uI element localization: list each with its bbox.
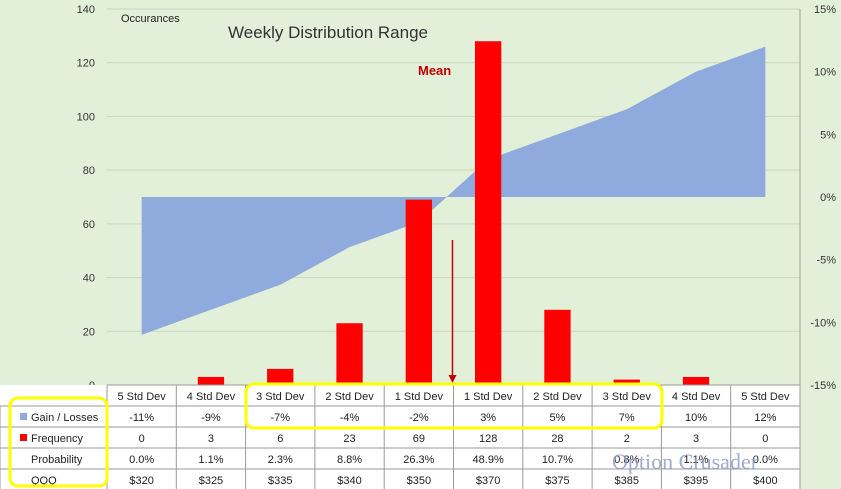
table-header-cell: 1 Std Dev — [464, 391, 513, 403]
y-left-tick-label: 80 — [83, 165, 95, 177]
gain-losses-area — [141, 46, 766, 335]
data-table: 5 Std Dev 4 Std Dev 3 Std Dev 2 Std Dev 1 St… — [0, 384, 801, 489]
y-left-tick-label: 20 — [83, 326, 95, 338]
table-cell: 23 — [343, 433, 355, 445]
frequency-bars — [197, 41, 710, 385]
table-cell: $325 — [199, 475, 223, 487]
highlight-boxes — [8, 382, 664, 488]
table-cell: 1.1% — [198, 454, 223, 466]
table-cell: 3 — [208, 433, 214, 445]
y-right-tick-label: 5% — [820, 129, 836, 141]
watermark: Option Crusader — [612, 449, 759, 474]
table-row-label: Frequency — [31, 433, 83, 445]
table-header-cell: 3 Std Dev — [256, 391, 305, 403]
table-cell: 0.0% — [753, 454, 778, 466]
table-cell: -7% — [270, 412, 290, 424]
frequency-bar — [405, 199, 433, 385]
table-background — [0, 385, 800, 489]
table-cell: $385 — [615, 475, 639, 487]
table-header-cell: 1 Std Dev — [395, 391, 444, 403]
table-cell: $350 — [407, 475, 431, 487]
table-cell: 0 — [139, 433, 145, 445]
table-cell: $340 — [337, 475, 361, 487]
table-cell: -2% — [409, 412, 429, 424]
table-cell: 48.9% — [473, 454, 504, 466]
y-right-tick-label: 0% — [820, 192, 836, 204]
table-cell: 1.1% — [684, 454, 709, 466]
chart-title: Weekly Distribution Range — [228, 23, 428, 42]
y-right-tick-label: -10% — [810, 317, 836, 329]
table-header-cell: 4 Std Dev — [672, 391, 721, 403]
table-cell: 0.8% — [614, 454, 639, 466]
y-left-tick-label: 100 — [77, 111, 95, 123]
table-cell: 2.3% — [268, 454, 293, 466]
table-cell: 26.3% — [403, 454, 434, 466]
table-cell: 10% — [685, 412, 707, 424]
table-header-cell: 3 Std Dev — [603, 391, 652, 403]
table-cell: $320 — [129, 475, 153, 487]
table-cell: 3 — [693, 433, 699, 445]
table-cell: $335 — [268, 475, 292, 487]
y-right-ticks: -15% -10% -5% 0% 5% 10% 15% — [810, 4, 836, 392]
mean-arrow-head — [448, 375, 457, 383]
row-label-highlight — [8, 396, 109, 488]
range-highlight — [244, 382, 664, 430]
table-cell: -4% — [340, 412, 360, 424]
table-cell: $375 — [545, 475, 569, 487]
table-cell: -11% — [129, 412, 154, 424]
table-cell: 8.8% — [337, 454, 362, 466]
legend-swatch — [20, 434, 27, 441]
table-cell: $400 — [753, 475, 777, 487]
table-cell: 69 — [413, 433, 425, 445]
table-header-cell: 5 Std Dev — [741, 391, 790, 403]
frequency-bar — [682, 376, 710, 385]
y-right-tick-label: 10% — [814, 67, 836, 79]
table-cell: 0 — [762, 433, 768, 445]
table-header-cell: 2 Std Dev — [325, 391, 374, 403]
y-right-tick-label: 15% — [814, 4, 836, 16]
table-header-cell: 4 Std Dev — [187, 391, 236, 403]
table-cell: 3% — [480, 412, 496, 424]
table-cell: 2 — [624, 433, 630, 445]
frequency-bar — [197, 376, 225, 385]
y-right-tick-label: -15% — [810, 380, 836, 392]
table-row-label: Gain / Losses — [31, 412, 99, 424]
frequency-bar — [267, 368, 294, 385]
table-cell: 10.7% — [542, 454, 573, 466]
y-left-tick-label: 120 — [77, 58, 95, 70]
mean-annotation: Mean — [418, 63, 451, 78]
y-right-tick-label: -5% — [816, 255, 836, 267]
table-header-cell: 5 Std Dev — [117, 391, 166, 403]
table-cell: 12% — [754, 412, 776, 424]
frequency-bar — [544, 309, 571, 385]
mean-arrow — [448, 240, 457, 383]
table-cell: $395 — [684, 475, 708, 487]
legend-swatch — [20, 413, 27, 420]
table-cell: $370 — [476, 475, 500, 487]
table-header-cell: 2 Std Dev — [533, 391, 582, 403]
frequency-bar — [336, 323, 363, 385]
table-cell: 6 — [277, 433, 283, 445]
y-left-tick-label: 140 — [77, 4, 95, 16]
y-left-tick-label: 40 — [83, 273, 95, 285]
table-cell: 28 — [551, 433, 563, 445]
y-left-tick-label: 60 — [83, 219, 95, 231]
frequency-bar — [613, 379, 640, 385]
table-cell: 0.0% — [129, 454, 154, 466]
table-cell: 5% — [549, 412, 565, 424]
table-row-label: Probability — [31, 454, 83, 466]
y-left-axis-label: Occurances — [121, 13, 180, 25]
table-cell: 128 — [479, 433, 497, 445]
frequency-bar — [474, 41, 502, 385]
table-row-label: QQQ — [31, 475, 57, 487]
table-cell: -9% — [201, 412, 221, 424]
table-cell: 7% — [619, 412, 635, 424]
